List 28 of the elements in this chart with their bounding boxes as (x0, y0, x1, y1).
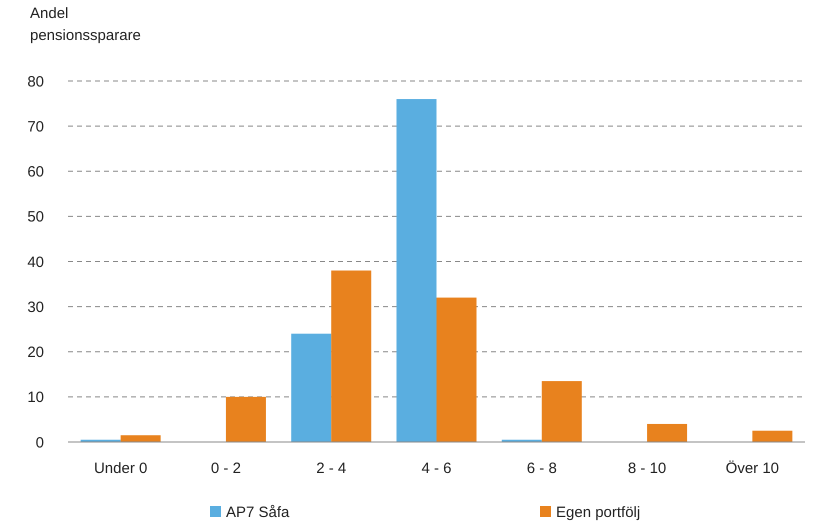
legend-label: AP7 Såfa (226, 504, 290, 521)
y-axis-title: Andel pensionssparare (30, 5, 141, 44)
bar (120, 435, 161, 442)
y-tick-label: 60 (27, 164, 44, 180)
y-tick-label: 80 (27, 73, 44, 90)
x-tick-label: 6 - 8 (526, 460, 557, 477)
x-tick-label: 4 - 6 (421, 460, 452, 477)
x-tick-label: 0 - 2 (210, 460, 241, 477)
bar (436, 298, 477, 442)
x-tick-label: Över 10 (726, 460, 780, 477)
y-tick-label: 10 (27, 389, 44, 406)
x-tick-label: 2 - 4 (316, 460, 346, 477)
x-tick-label: 8 - 10 (628, 460, 666, 477)
legend-label: Egen portfölj (556, 504, 640, 521)
y-tick-label: 40 (27, 254, 44, 271)
bar (542, 381, 582, 442)
y-tick-label: 0 (36, 434, 44, 452)
bar (226, 396, 266, 442)
bar (331, 270, 372, 442)
y-tick-label: 70 (27, 118, 44, 136)
y-tick-label: 50 (27, 208, 44, 226)
y-tick-label: 30 (27, 298, 44, 316)
bar (291, 334, 332, 442)
bar (396, 99, 436, 442)
bar (647, 424, 688, 442)
y-tick-label: 20 (27, 344, 44, 361)
x-tick-label: Under 0 (94, 460, 148, 477)
bar (752, 430, 792, 442)
